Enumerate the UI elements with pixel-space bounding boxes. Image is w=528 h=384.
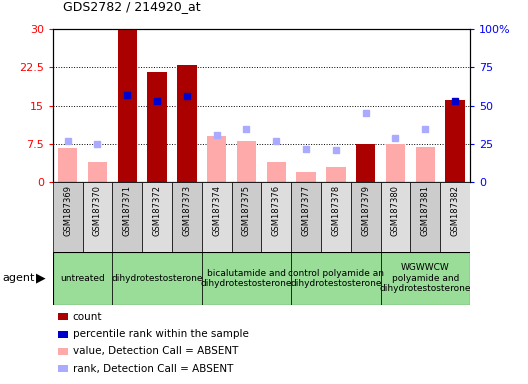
Text: GSM187377: GSM187377 bbox=[301, 185, 310, 236]
Text: WGWWCW
polyamide and
dihydrotestosterone: WGWWCW polyamide and dihydrotestosterone bbox=[380, 263, 471, 293]
Text: value, Detection Call = ABSENT: value, Detection Call = ABSENT bbox=[73, 346, 238, 356]
Text: GSM187370: GSM187370 bbox=[93, 185, 102, 236]
Bar bbox=[440, 182, 470, 252]
Bar bbox=[351, 182, 381, 252]
Bar bbox=[291, 182, 321, 252]
Text: GSM187381: GSM187381 bbox=[421, 185, 430, 236]
Bar bbox=[142, 182, 172, 252]
Text: rank, Detection Call = ABSENT: rank, Detection Call = ABSENT bbox=[73, 364, 233, 374]
Bar bbox=[53, 252, 112, 305]
Bar bbox=[82, 182, 112, 252]
Bar bbox=[296, 172, 316, 182]
Text: GSM187374: GSM187374 bbox=[212, 185, 221, 236]
Bar bbox=[381, 182, 410, 252]
Bar bbox=[326, 167, 345, 182]
Bar bbox=[202, 182, 232, 252]
Text: GSM187378: GSM187378 bbox=[332, 185, 341, 236]
Bar bbox=[321, 182, 351, 252]
Text: dihydrotestosterone: dihydrotestosterone bbox=[111, 274, 203, 283]
Text: GSM187372: GSM187372 bbox=[153, 185, 162, 236]
Bar bbox=[147, 72, 167, 182]
Bar bbox=[118, 29, 137, 182]
Text: agent: agent bbox=[3, 273, 35, 283]
Bar bbox=[58, 147, 78, 182]
Bar bbox=[202, 252, 291, 305]
Text: count: count bbox=[73, 312, 102, 322]
Bar bbox=[291, 252, 381, 305]
Text: GSM187373: GSM187373 bbox=[182, 185, 191, 236]
Text: GSM187369: GSM187369 bbox=[63, 185, 72, 236]
Text: GSM187376: GSM187376 bbox=[272, 185, 281, 236]
Text: ▶: ▶ bbox=[36, 272, 45, 285]
Bar bbox=[232, 182, 261, 252]
Text: GSM187371: GSM187371 bbox=[123, 185, 132, 236]
Text: GSM187380: GSM187380 bbox=[391, 185, 400, 236]
Text: GSM187382: GSM187382 bbox=[450, 185, 459, 236]
Bar bbox=[237, 141, 256, 182]
Bar bbox=[410, 182, 440, 252]
Bar bbox=[207, 136, 227, 182]
Bar bbox=[172, 182, 202, 252]
Bar bbox=[53, 182, 82, 252]
Bar bbox=[386, 144, 405, 182]
Bar bbox=[381, 252, 470, 305]
Text: percentile rank within the sample: percentile rank within the sample bbox=[73, 329, 249, 339]
Bar bbox=[112, 182, 142, 252]
Bar bbox=[356, 144, 375, 182]
Bar bbox=[445, 101, 465, 182]
Text: bicalutamide and
dihydrotestosterone: bicalutamide and dihydrotestosterone bbox=[201, 269, 292, 288]
Text: GSM187379: GSM187379 bbox=[361, 185, 370, 236]
Text: control polyamide an
dihydrotestosterone: control polyamide an dihydrotestosterone bbox=[288, 269, 384, 288]
Bar bbox=[267, 162, 286, 182]
Text: GSM187375: GSM187375 bbox=[242, 185, 251, 236]
Bar bbox=[261, 182, 291, 252]
Bar bbox=[88, 162, 107, 182]
Bar bbox=[177, 65, 196, 182]
Bar bbox=[416, 147, 435, 182]
Text: untreated: untreated bbox=[60, 274, 105, 283]
Bar bbox=[112, 252, 202, 305]
Text: GDS2782 / 214920_at: GDS2782 / 214920_at bbox=[63, 0, 201, 13]
